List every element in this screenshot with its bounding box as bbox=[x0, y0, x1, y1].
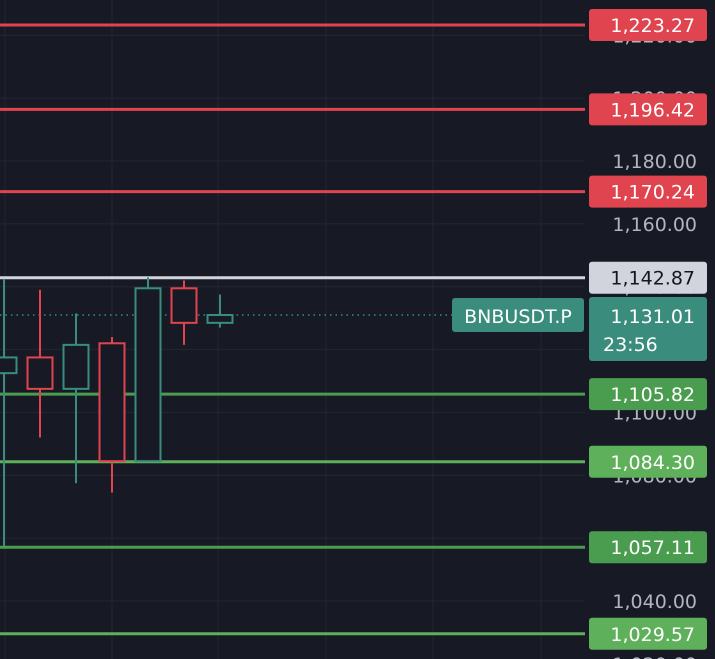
level-price-label: 1,029.57 bbox=[610, 624, 695, 646]
candle-body bbox=[206, 314, 234, 324]
candle-body bbox=[98, 342, 126, 463]
level-price-tag bbox=[589, 378, 707, 411]
y-tick-label: 1,020.00 bbox=[612, 654, 697, 659]
candles bbox=[0, 277, 234, 546]
symbol-label: BNBUSDT.P bbox=[464, 306, 572, 328]
candle bbox=[62, 313, 90, 484]
y-tick-label: 1,040.00 bbox=[612, 591, 697, 613]
level-price-tag bbox=[589, 175, 707, 208]
candle bbox=[26, 289, 54, 438]
candle-body bbox=[0, 356, 18, 375]
candle-body bbox=[26, 356, 54, 390]
level-price-tag bbox=[589, 9, 707, 42]
level-price-tag bbox=[589, 93, 707, 126]
y-tick-label: 1,160.00 bbox=[612, 214, 697, 236]
candle bbox=[134, 277, 162, 463]
level-price-tag bbox=[589, 445, 707, 478]
candle-body bbox=[134, 287, 162, 463]
candle bbox=[0, 278, 18, 546]
level-price-tag bbox=[589, 261, 707, 294]
last-price-group: BNBUSDT.P 1,131.01 23:56 bbox=[0, 296, 707, 361]
candle bbox=[98, 337, 126, 493]
symbol-badge bbox=[452, 297, 584, 332]
level-price-label: 1,084.30 bbox=[610, 452, 695, 474]
candle-body bbox=[170, 287, 198, 324]
horizontal-levels[interactable]: 1,223.27 1,196.42 1,170.24 1,142.87 1,105.82… bbox=[0, 9, 707, 650]
level-price-label: 1,196.42 bbox=[610, 99, 695, 121]
level-price-label: 1,105.82 bbox=[610, 384, 695, 406]
candle bbox=[170, 280, 198, 345]
level-price-label: 1,142.87 bbox=[610, 268, 695, 290]
level-price-label: 1,170.24 bbox=[610, 182, 695, 204]
countdown-label: 23:56 bbox=[603, 334, 658, 356]
level-price-tag bbox=[589, 617, 707, 650]
last-price-label: 1,131.01 bbox=[610, 306, 695, 328]
candle bbox=[206, 294, 234, 328]
level-price-tag bbox=[589, 531, 707, 564]
last-price-tag bbox=[589, 296, 707, 361]
y-tick-label: 1,180.00 bbox=[612, 151, 697, 173]
level-price-label: 1,223.27 bbox=[610, 15, 695, 37]
level-price-label: 1,057.11 bbox=[610, 537, 695, 559]
candle-body bbox=[62, 343, 90, 390]
